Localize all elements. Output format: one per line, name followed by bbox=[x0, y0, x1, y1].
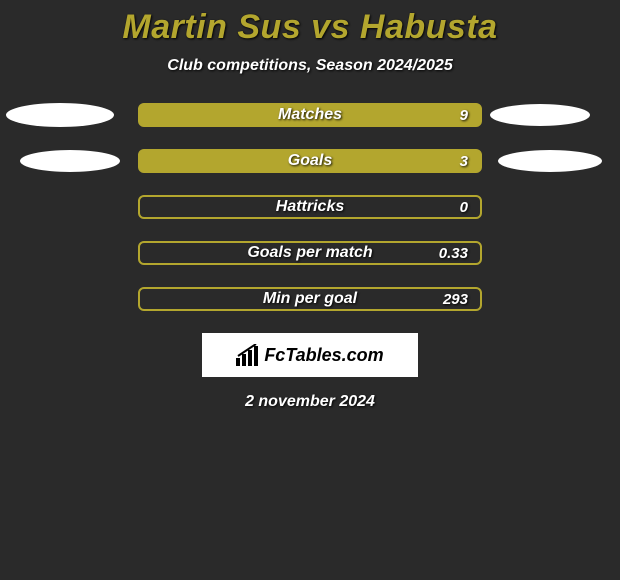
brand-text: FcTables.com bbox=[264, 345, 383, 366]
stat-row: Goals 3 bbox=[0, 149, 620, 173]
stat-label: Goals bbox=[288, 152, 332, 170]
stat-bar: Min per goal 293 bbox=[138, 287, 482, 311]
comparison-subtitle: Club competitions, Season 2024/2025 bbox=[0, 57, 620, 75]
stats-container: Matches 9 Goals 3 Hattricks 0 Goals per … bbox=[0, 103, 620, 311]
right-oval bbox=[498, 150, 602, 172]
stat-row: Hattricks 0 bbox=[0, 195, 620, 219]
stat-label: Goals per match bbox=[247, 244, 372, 262]
stat-row: Goals per match 0.33 bbox=[0, 241, 620, 265]
stat-bar: Hattricks 0 bbox=[138, 195, 482, 219]
stat-value: 0 bbox=[460, 199, 468, 216]
stat-row: Matches 9 bbox=[0, 103, 620, 127]
stat-label: Min per goal bbox=[263, 290, 357, 308]
stat-value: 293 bbox=[443, 291, 468, 308]
stat-value: 0.33 bbox=[439, 245, 468, 262]
stat-bar: Matches 9 bbox=[138, 103, 482, 127]
left-oval bbox=[20, 150, 120, 172]
stat-value: 3 bbox=[460, 153, 468, 170]
right-oval bbox=[490, 104, 590, 126]
brand-chart-icon bbox=[236, 344, 260, 366]
footer-date: 2 november 2024 bbox=[0, 393, 620, 411]
left-oval bbox=[6, 103, 114, 127]
brand-logo: FcTables.com bbox=[202, 333, 418, 377]
stat-value: 9 bbox=[460, 107, 468, 124]
stat-label: Hattricks bbox=[276, 198, 344, 216]
stat-row: Min per goal 293 bbox=[0, 287, 620, 311]
stat-bar: Goals per match 0.33 bbox=[138, 241, 482, 265]
comparison-title: Martin Sus vs Habusta bbox=[0, 0, 620, 47]
stat-bar: Goals 3 bbox=[138, 149, 482, 173]
stat-label: Matches bbox=[278, 106, 342, 124]
